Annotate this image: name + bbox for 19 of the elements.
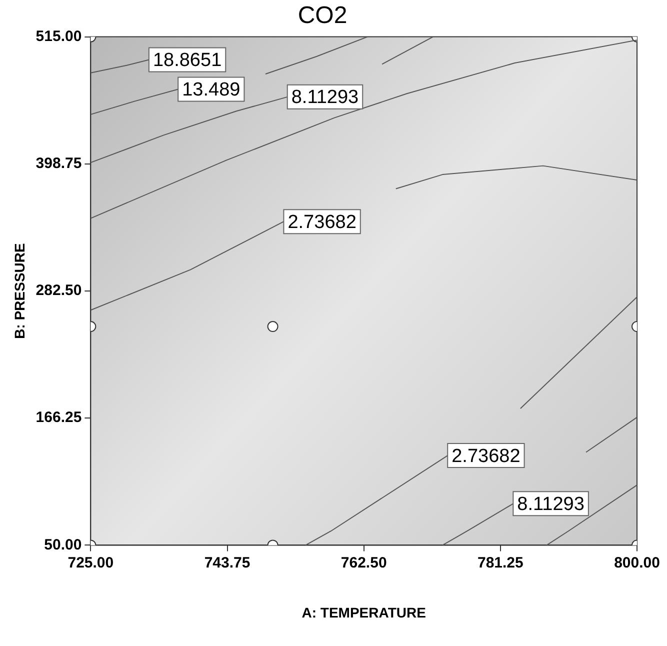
y-tick-label: 50.00 xyxy=(44,536,82,554)
y-tick-label: 282.50 xyxy=(36,282,82,300)
y-tick-label: 166.25 xyxy=(36,409,82,426)
x-tick-label: 743.75 xyxy=(204,554,250,572)
annotation: 13.489 xyxy=(182,80,240,101)
x-axis-title: A: TEMPERATURE xyxy=(302,604,426,620)
annotation: 8.11293 xyxy=(517,494,584,515)
x-tick-label: 725.00 xyxy=(68,554,114,572)
y-tick-label: 398.75 xyxy=(36,155,82,172)
x-tick-label: 800.00 xyxy=(614,554,660,572)
x-tick-label: 781.25 xyxy=(477,554,524,572)
chart-title: CO2 xyxy=(298,2,348,30)
annotation: 2.73682 xyxy=(452,446,520,467)
y-tick-label: 515.00 xyxy=(36,28,82,45)
annotation: 18.8651 xyxy=(152,50,222,71)
y-axis-title: B: PRESSURE xyxy=(11,243,28,339)
x-tick-label: 762.50 xyxy=(340,554,387,572)
annotation: 8.11293 xyxy=(291,87,359,108)
annotation: 2.73682 xyxy=(288,212,356,233)
